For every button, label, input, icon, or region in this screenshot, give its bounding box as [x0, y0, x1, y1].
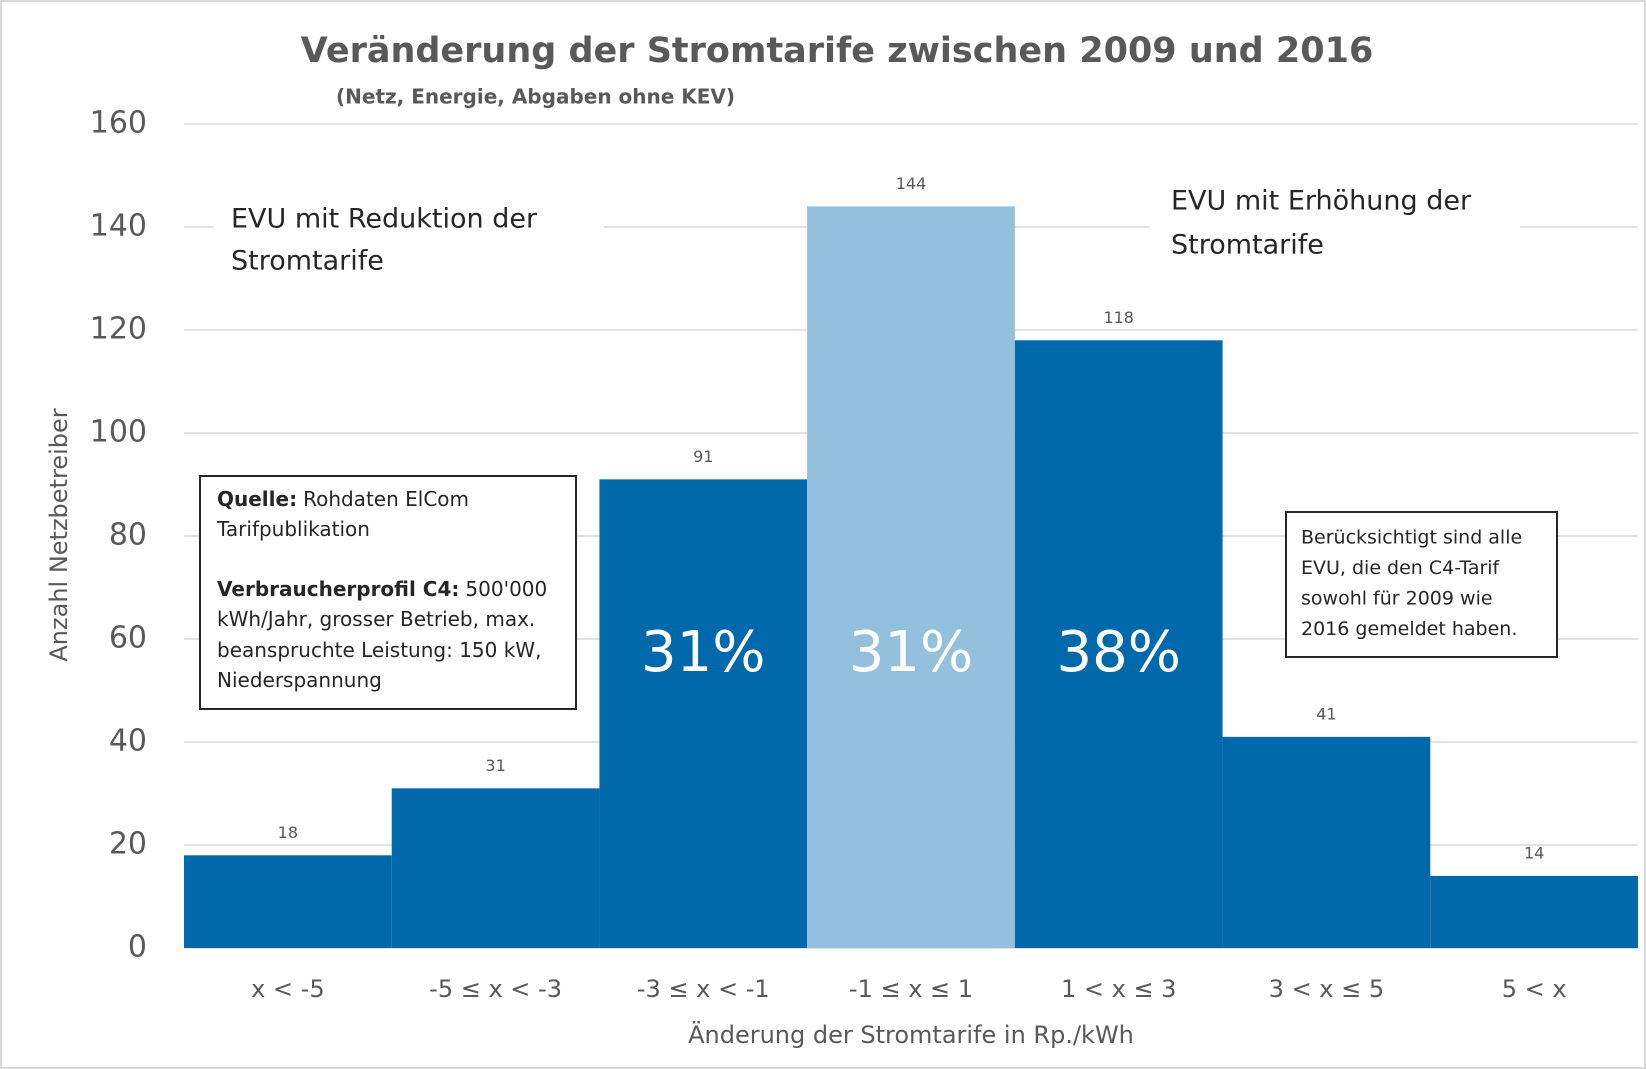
y-tick-label: 0: [128, 930, 147, 965]
note-box: [1285, 511, 1558, 658]
bar: [1222, 736, 1431, 948]
bar: [1430, 875, 1638, 948]
share-label: 38%: [1056, 620, 1180, 685]
y-axis-title: Anzahl Netzbetreiber: [45, 408, 73, 661]
value-label: 91: [693, 447, 713, 466]
annotation-increase: Stromtarife: [1171, 230, 1324, 261]
value-label: 118: [1103, 308, 1134, 327]
value-label: 18: [278, 823, 298, 842]
y-tick-label: 20: [109, 827, 147, 862]
x-tick-label: 5 < x: [1502, 975, 1567, 1003]
bar: [599, 479, 808, 948]
chart-subtitle: (Netz, Energie, Abgaben ohne KEV): [336, 85, 735, 109]
annotation-increase: EVU mit Erhöhung der: [1171, 186, 1472, 217]
annotations: 31% 31% 38% EVU mit Reduktion der Stromtarif…: [199, 186, 1558, 710]
source-text: beanspruchte Leistung: 150 kW,: [217, 638, 541, 662]
x-tick-label: -3 ≤ x < -1: [637, 975, 770, 1003]
annotation-reduction: Stromtarife: [231, 246, 384, 277]
source-text: Rohdaten ElCom: [303, 487, 469, 511]
annotation-backdrop: [214, 190, 604, 285]
y-tick-label: 40: [109, 724, 147, 759]
x-tick-label: -1 ≤ x ≤ 1: [849, 975, 973, 1003]
source-bold: Verbraucherprofil C4:: [217, 577, 459, 601]
source-text: kWh/Jahr, grosser Betrieb, max.: [217, 607, 535, 631]
y-tick-label: 100: [90, 415, 147, 450]
bar: [391, 788, 600, 948]
source-bold: Quelle:: [217, 487, 297, 511]
source-line: Tarifpublikation: [216, 517, 370, 541]
annotation-backdrop: [1150, 172, 1520, 267]
value-label: 144: [896, 174, 927, 193]
bar: [1014, 340, 1223, 948]
note-line: 2016 gemeldet haben.: [1301, 618, 1517, 640]
chart-title: Veränderung der Stromtarife zwischen 200…: [301, 31, 1374, 71]
source-line: beanspruchte Leistung: 150 kW,: [217, 638, 541, 662]
x-tick-label: x < -5: [251, 975, 325, 1003]
value-label: 31: [485, 756, 505, 775]
source-text: Niederspannung: [217, 668, 382, 692]
note-line: Berücksichtigt sind alle: [1301, 527, 1522, 549]
share-label: 31%: [849, 620, 973, 685]
annotation-reduction: EVU mit Reduktion der: [231, 204, 538, 235]
source-box: [199, 475, 577, 710]
bar: [184, 855, 392, 948]
source-text: 500'000: [465, 577, 547, 601]
source-line: kWh/Jahr, grosser Betrieb, max.: [217, 607, 535, 631]
source-line: Niederspannung: [217, 668, 382, 692]
value-label: 14: [1524, 843, 1544, 862]
source-text: Tarifpublikation: [216, 517, 370, 541]
x-axis-title: Änderung der Stromtarife in Rp./kWh: [688, 1020, 1134, 1049]
y-tick-label: 120: [90, 312, 147, 347]
y-tick-label: 160: [90, 106, 147, 141]
y-tick-label: 60: [109, 621, 147, 656]
value-label: 41: [1316, 704, 1336, 723]
x-tick-label: 1 < x ≤ 3: [1061, 975, 1176, 1003]
source-line: Quelle: Rohdaten ElCom: [217, 487, 469, 511]
bars: 18 31 91 144 118 41 14: [184, 174, 1638, 948]
note-line: EVU, die den C4-Tarif: [1301, 557, 1501, 579]
y-tick-label: 80: [109, 518, 147, 553]
source-line: Verbraucherprofil C4: 500'000: [217, 577, 547, 601]
share-label: 31%: [641, 620, 765, 685]
y-tick-label: 140: [90, 209, 147, 244]
bar: [807, 206, 1015, 948]
note-line: sowohl für 2009 wie: [1301, 588, 1493, 610]
x-tick-label: 3 < x ≤ 5: [1269, 975, 1384, 1003]
x-tick-label: -5 ≤ x < -3: [429, 975, 562, 1003]
